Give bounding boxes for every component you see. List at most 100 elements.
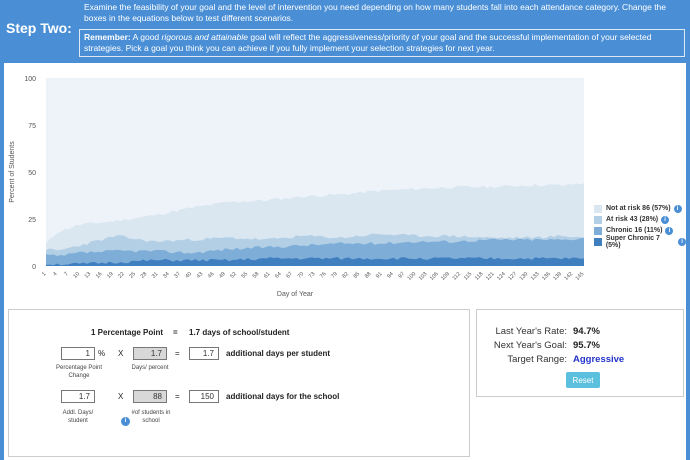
info-icon[interactable]: i bbox=[678, 237, 686, 246]
x-tick-label: 91 bbox=[375, 271, 384, 280]
x-tick-label: 46 bbox=[207, 271, 216, 280]
x-tick-label: 25 bbox=[129, 271, 138, 280]
calc-header-eq: = bbox=[173, 328, 178, 337]
times-sign-2: X bbox=[118, 392, 124, 401]
percentage-change-input[interactable]: 1 bbox=[61, 347, 95, 360]
x-tick-label: 19 bbox=[106, 271, 115, 280]
legend-item: Not at risk 86 (57%) i bbox=[594, 203, 686, 214]
info-icon[interactable]: i bbox=[121, 417, 130, 426]
calc-header-left: 1 Percentage Point bbox=[91, 328, 164, 337]
x-tick-label: 10 bbox=[72, 271, 81, 280]
x-tick-label: 136 bbox=[541, 271, 552, 282]
x-tick-label: 28 bbox=[140, 271, 149, 280]
y-tick-label: 100 bbox=[24, 76, 36, 83]
y-tick-label: 25 bbox=[28, 217, 36, 224]
x-tick-label: 55 bbox=[241, 271, 250, 280]
legend-label: At risk 43 (28%) bbox=[606, 216, 659, 223]
x-tick-label: 124 bbox=[496, 271, 507, 282]
x-tick-label: 79 bbox=[330, 271, 339, 280]
x-tick-label: 85 bbox=[353, 271, 362, 280]
days-calculator: 1 Percentage Point = 1.7 days of school/… bbox=[8, 309, 470, 457]
x-tick-label: 100 bbox=[407, 271, 418, 282]
x-tick-label: 76 bbox=[319, 271, 328, 280]
x-tick-label: 40 bbox=[185, 271, 194, 280]
additional-days-school-field: 150 bbox=[189, 390, 219, 403]
reminder-emphasis: rigorous and attainable bbox=[161, 32, 248, 42]
x-tick-label: 70 bbox=[297, 271, 306, 280]
legend-swatch bbox=[594, 226, 602, 235]
result2-label: additional days for the school bbox=[226, 392, 340, 401]
x-tick-label: 142 bbox=[563, 271, 574, 282]
legend-label: Chronic 16 (11%) bbox=[606, 227, 663, 234]
info-icon[interactable]: i bbox=[661, 215, 670, 224]
info-icon[interactable]: i bbox=[665, 226, 674, 235]
x-tick-label: 43 bbox=[196, 271, 205, 280]
area-super-chronic bbox=[46, 257, 584, 266]
days-percent-label: Days/ percent bbox=[131, 365, 169, 371]
legend-item: Chronic 16 (11%) i bbox=[594, 225, 686, 236]
x-tick-label: 34 bbox=[162, 271, 171, 280]
x-tick-label: 127 bbox=[507, 271, 518, 282]
x-tick-label: 73 bbox=[308, 271, 317, 280]
reminder-text-pre: A good bbox=[130, 32, 162, 42]
next-year-label: Next Year's Goal: bbox=[493, 340, 567, 351]
students-label: #of students in school bbox=[131, 410, 171, 424]
additional-days-label: Addl. Days/ student bbox=[62, 410, 94, 424]
next-year-value: 95.7% bbox=[573, 340, 600, 351]
x-tick-label: 133 bbox=[530, 271, 541, 282]
target-range-value: Aggressive bbox=[573, 354, 625, 365]
step-description: Examine the feasibility of your goal and… bbox=[84, 2, 667, 23]
attendance-area-chart: 0 25 50 75 100 Percent of Students 1 4 7 10 13 16 19… bbox=[9, 76, 586, 298]
legend-swatch bbox=[594, 237, 602, 246]
info-icon[interactable]: i bbox=[673, 204, 682, 213]
chart-legend: Not at risk 86 (57%) i At risk 43 (28%) i Ch… bbox=[594, 203, 686, 249]
legend-label: Not at risk 86 (57%) bbox=[606, 205, 671, 212]
legend-label: Super Chronic 7 (5%) bbox=[605, 234, 660, 249]
y-tick-label: 75 bbox=[28, 123, 36, 130]
students-in-school-field: 88 bbox=[133, 390, 167, 403]
x-tick-label: 97 bbox=[398, 271, 407, 280]
x-tick-label: 115 bbox=[463, 271, 473, 281]
x-tick-label: 58 bbox=[252, 271, 261, 280]
additional-days-input[interactable]: 1.7 bbox=[61, 390, 95, 403]
x-tick-label: 118 bbox=[474, 271, 484, 281]
step-header: Step Two: Examine the feasibility of you… bbox=[0, 0, 690, 62]
x-tick-label: 31 bbox=[151, 271, 160, 280]
x-tick-label: 103 bbox=[418, 271, 429, 282]
x-tick-label: 139 bbox=[552, 271, 563, 282]
days-per-percent-field: 1.7 bbox=[133, 347, 167, 360]
result1-label: additional days per student bbox=[226, 349, 331, 358]
x-tick-label: 88 bbox=[364, 271, 373, 280]
x-tick-label: 4 bbox=[52, 271, 58, 277]
reminder-text-post: goal will reflect the aggressiveness/pri… bbox=[84, 32, 652, 53]
reminder-label: Remember: bbox=[84, 32, 131, 42]
x-tick-label: 67 bbox=[285, 271, 294, 280]
x-tick-label: 130 bbox=[519, 271, 530, 282]
x-tick-label: 49 bbox=[218, 271, 227, 280]
equals-sign-2: = bbox=[175, 392, 180, 401]
x-tick-label: 145 bbox=[575, 271, 586, 282]
x-tick-label: 61 bbox=[263, 271, 272, 280]
reminder-box: Remember: A good rigorous and attainable… bbox=[79, 29, 685, 57]
x-tick-label: 37 bbox=[173, 271, 182, 280]
x-tick-label: 16 bbox=[95, 271, 104, 280]
percentage-change-label: Percentage Point Change bbox=[55, 365, 103, 379]
x-tick-label: 22 bbox=[117, 271, 126, 280]
x-tick-label: 121 bbox=[485, 271, 496, 282]
main-panel: 0 25 50 75 100 Percent of Students 1 4 7 10 13 16 19… bbox=[4, 63, 686, 460]
x-tick-label: 82 bbox=[341, 271, 350, 280]
times-sign-1: X bbox=[118, 349, 124, 358]
x-tick-label: 109 bbox=[440, 271, 451, 282]
additional-days-per-student-field: 1.7 bbox=[189, 347, 219, 360]
legend-item: Super Chronic 7 (5%) i bbox=[594, 234, 686, 249]
last-year-value: 94.7% bbox=[573, 326, 600, 337]
x-tick-label: 52 bbox=[229, 271, 238, 280]
x-tick-label: 112 bbox=[452, 271, 462, 281]
legend-swatch bbox=[594, 215, 602, 224]
reset-button[interactable]: Reset bbox=[566, 372, 600, 388]
percent-unit: % bbox=[98, 349, 106, 358]
step-title: Step Two: bbox=[6, 20, 72, 36]
y-tick-label: 0 bbox=[32, 264, 36, 271]
x-tick-label: 106 bbox=[429, 271, 440, 282]
x-tick-label: 64 bbox=[274, 271, 283, 280]
